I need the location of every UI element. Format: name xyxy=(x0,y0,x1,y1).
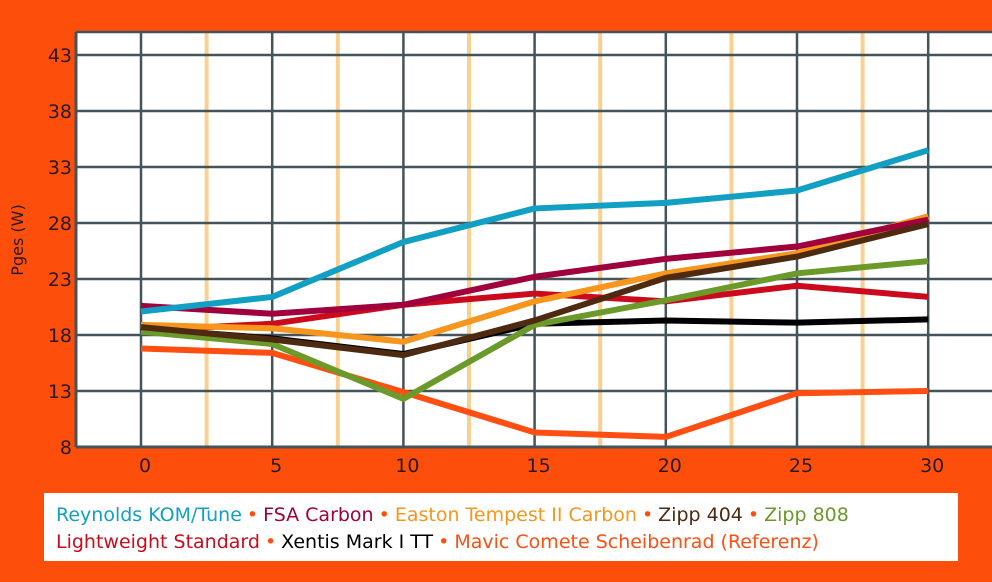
legend-separator: • xyxy=(379,504,390,526)
legend-item: Xentis Mark I TT xyxy=(281,531,433,553)
legend-item: FSA Carbon xyxy=(263,504,374,526)
legend-item: Reynolds KOM/Tune xyxy=(56,504,242,526)
x-tick-label: 25 xyxy=(789,455,813,477)
legend: Reynolds KOM/Tune • FSA Carbon • Easton Temp… xyxy=(44,493,958,561)
x-tick-label: 30 xyxy=(920,455,944,477)
x-tick-label: 10 xyxy=(395,455,419,477)
legend-item: Zipp 404 xyxy=(658,504,743,526)
y-axis-ticks: 8 13 18 23 28 33 38 43 xyxy=(48,45,72,459)
y-tick-label: 13 xyxy=(48,381,72,403)
legend-separator: • xyxy=(642,504,653,526)
legend-separator: • xyxy=(247,504,258,526)
legend-separator: • xyxy=(265,531,276,553)
legend-separator: • xyxy=(748,504,759,526)
x-tick-label: 20 xyxy=(658,455,682,477)
y-tick-label: 43 xyxy=(48,45,72,67)
line-chart: 8 13 18 23 28 33 38 43 0 5 10 15 20 25 30 Pges (W) xyxy=(0,0,992,490)
y-tick-label: 38 xyxy=(48,101,72,123)
x-tick-label: 5 xyxy=(270,455,282,477)
y-tick-label: 33 xyxy=(48,157,72,179)
x-axis-ticks: 0 5 10 15 20 25 30 xyxy=(139,455,944,477)
y-tick-label: 23 xyxy=(48,269,72,291)
x-tick-label: 15 xyxy=(527,455,551,477)
legend-item: Easton Tempest II Carbon xyxy=(395,504,637,526)
x-tick-label: 0 xyxy=(139,455,151,477)
legend-item: Mavic Comete Scheibenrad (Referenz) xyxy=(454,531,819,553)
legend-item: Zipp 808 xyxy=(764,504,849,526)
legend-separator: • xyxy=(438,531,449,553)
y-tick-label: 8 xyxy=(60,437,72,459)
legend-row-2: Lightweight Standard • Xentis Mark I TT • Ma… xyxy=(56,529,958,556)
y-axis-label: Pges (W) xyxy=(8,204,27,275)
legend-item: Lightweight Standard xyxy=(56,531,260,553)
y-tick-label: 18 xyxy=(48,325,72,347)
y-tick-label: 28 xyxy=(48,213,72,235)
legend-row-1: Reynolds KOM/Tune • FSA Carbon • Easton Temp… xyxy=(56,502,958,529)
